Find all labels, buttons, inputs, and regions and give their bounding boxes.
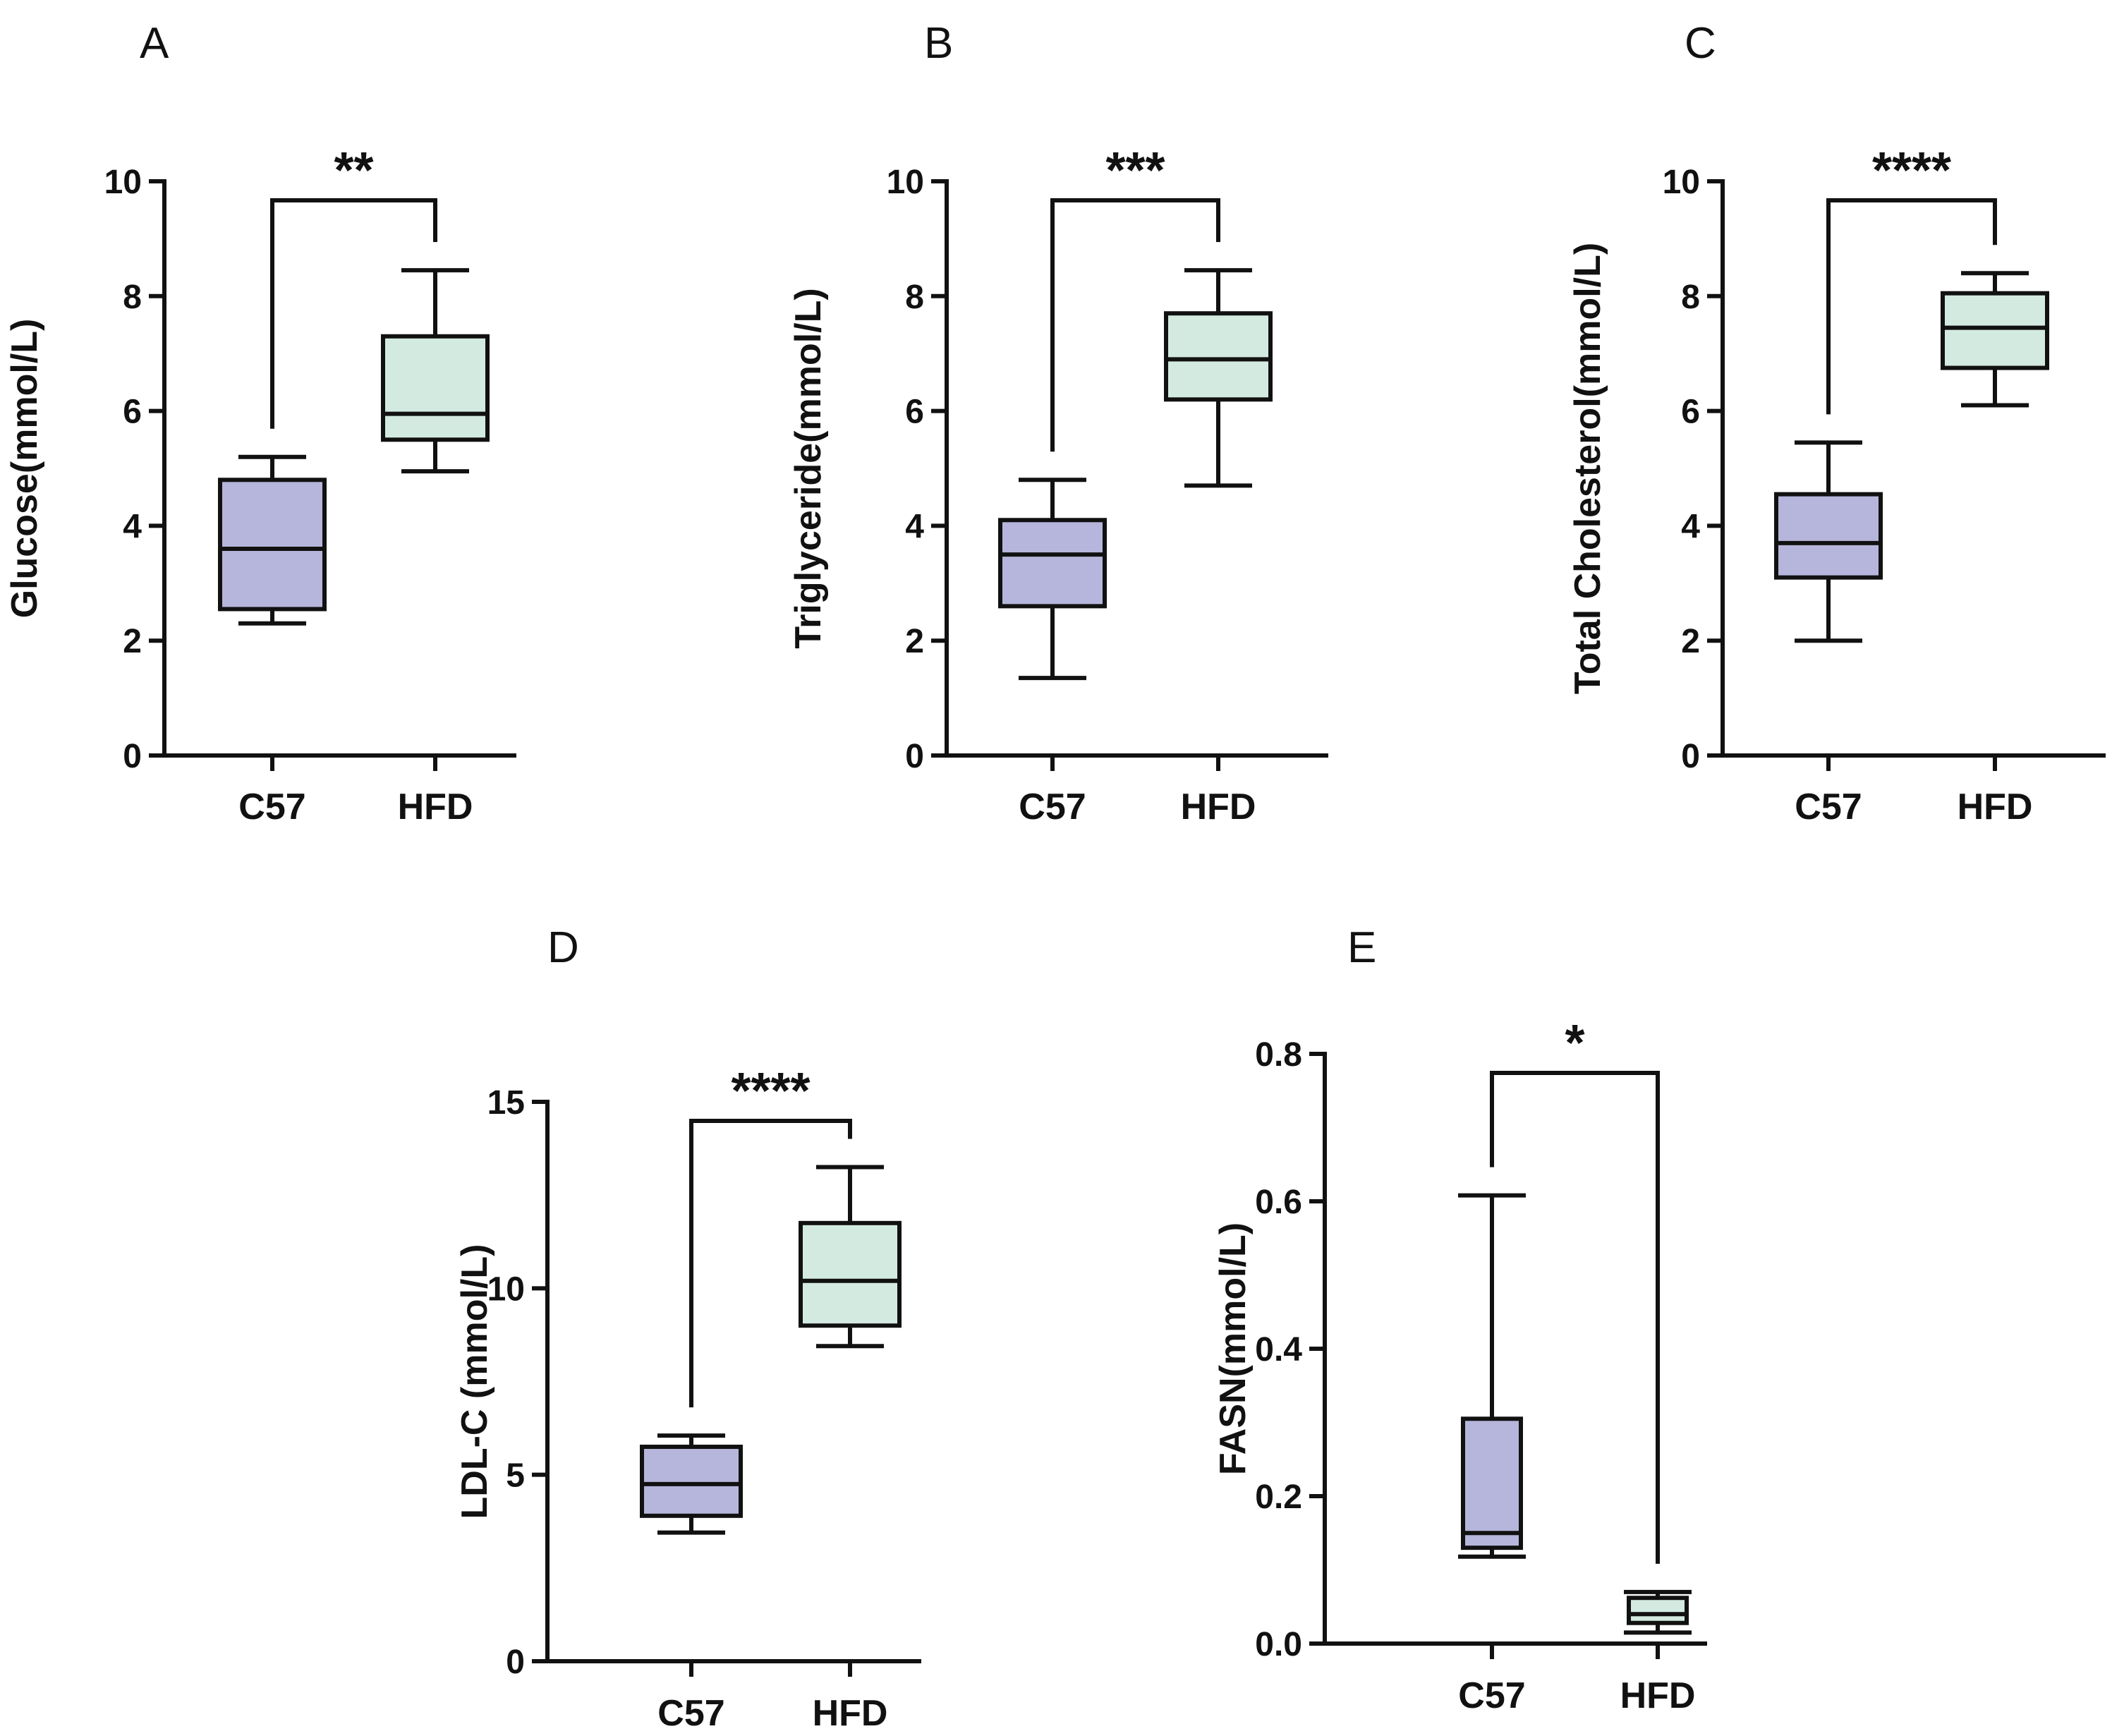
y-tick-label: 8: [1681, 279, 1700, 316]
y-tick-label: 0: [506, 1644, 525, 1681]
y-tick-label: 0: [1681, 738, 1700, 775]
iqr-box: [1461, 1416, 1523, 1550]
y-tick-label: 5: [506, 1457, 525, 1495]
box-c57: [1774, 440, 1883, 643]
box-c57: [998, 478, 1107, 681]
panel-label: C: [1685, 19, 1716, 68]
panel-label: E: [1347, 923, 1376, 972]
panel-B: B 0 2 4 6 8 10 Triglyceride(mmol/L) C57 HFD ***: [788, 19, 1328, 827]
iqr-box: [1941, 291, 2049, 370]
y-tick-label: 8: [123, 279, 142, 316]
category-label: C57: [1019, 787, 1086, 827]
iqr-box: [1164, 311, 1273, 402]
significance-bracket: [270, 198, 437, 429]
iqr-box: [998, 518, 1107, 609]
panel-E: E 0.0 0.2 0.4 0.6 0.8 FASN(mmol/L) C57 HFD *: [1213, 923, 1707, 1716]
category-label: C57: [1458, 1675, 1525, 1716]
category-label: HFD: [1958, 787, 2033, 827]
box-c57: [1458, 1193, 1526, 1559]
box-hfd: [1624, 1589, 1692, 1635]
y-tick-label: 10: [104, 164, 142, 201]
y-tick-label: 15: [487, 1084, 525, 1122]
significance-label: ***: [1105, 142, 1165, 199]
panel-label: A: [140, 19, 169, 68]
y-tick-label: 0.4: [1255, 1331, 1302, 1368]
significance-label: **: [334, 142, 373, 199]
box-hfd: [381, 268, 490, 474]
panel-C: C 0 2 4 6 8 10 Total Cholesterol(mmol/L) C57 HFD *…: [1567, 19, 2106, 827]
iqr-box: [1627, 1596, 1689, 1625]
panel-label: B: [924, 19, 953, 68]
significance-bracket: [1826, 198, 1997, 415]
y-tick-label: 0: [123, 738, 142, 775]
y-axis-title: LDL-C (mmol/L): [454, 1244, 495, 1519]
category-label: HFD: [1620, 1675, 1696, 1716]
y-tick-label: 2: [123, 623, 142, 660]
y-tick-label: 0.0: [1255, 1626, 1302, 1663]
category-label: HFD: [813, 1693, 888, 1734]
y-tick-label: 10: [1663, 164, 1700, 201]
iqr-box: [218, 478, 327, 612]
y-tick-label: 0.6: [1255, 1184, 1302, 1221]
panel-A: A 0 2 4 6 8 10 Glucose(mmol/L) C57 HFD **: [4, 19, 516, 827]
y-tick-label: 2: [905, 623, 924, 660]
y-tick-label: 6: [905, 394, 924, 431]
box-hfd: [1941, 271, 2049, 408]
y-tick-label: 2: [1681, 623, 1700, 660]
y-tick-label: 0: [905, 738, 924, 775]
y-axis-title: Triglyceride(mmol/L): [788, 288, 829, 648]
significance-bracket: [1490, 1071, 1660, 1564]
y-tick-label: 10: [487, 1270, 525, 1308]
significance-label: ****: [1872, 142, 1951, 199]
y-tick-label: 6: [1681, 394, 1700, 431]
box-hfd: [1164, 268, 1273, 488]
y-tick-label: 0.8: [1255, 1036, 1302, 1074]
y-tick-label: 0.2: [1255, 1479, 1302, 1516]
significance-label: ****: [731, 1063, 810, 1119]
significance-label: *: [1565, 1015, 1584, 1072]
category-label: HFD: [398, 787, 473, 827]
y-axis-title: Glucose(mmol/L): [4, 319, 45, 619]
y-tick-label: 6: [123, 394, 142, 431]
significance-bracket: [1050, 198, 1220, 452]
y-tick-label: 8: [905, 279, 924, 316]
y-tick-label: 10: [887, 164, 924, 201]
category-label: C57: [1795, 787, 1862, 827]
box-hfd: [799, 1165, 902, 1349]
iqr-box: [640, 1445, 743, 1518]
category-label: C57: [238, 787, 305, 827]
y-axis-title: FASN(mmol/L): [1213, 1222, 1254, 1475]
box-c57: [218, 454, 327, 626]
y-tick-label: 4: [905, 508, 924, 545]
iqr-box: [381, 334, 490, 442]
iqr-box: [1774, 492, 1883, 580]
category-label: HFD: [1181, 787, 1256, 827]
iqr-box: [799, 1220, 902, 1328]
box-c57: [640, 1433, 743, 1535]
y-axis-title: Total Cholesterol(mmol/L): [1567, 243, 1608, 694]
y-tick-label: 4: [1681, 508, 1700, 545]
y-tick-label: 4: [123, 508, 142, 545]
panel-label: D: [547, 923, 579, 972]
significance-bracket: [689, 1119, 852, 1408]
panel-D: D 0 5 10 15 LDL-C (mmol/L) C57 HFD ****: [454, 923, 921, 1734]
category-label: C57: [657, 1693, 724, 1734]
